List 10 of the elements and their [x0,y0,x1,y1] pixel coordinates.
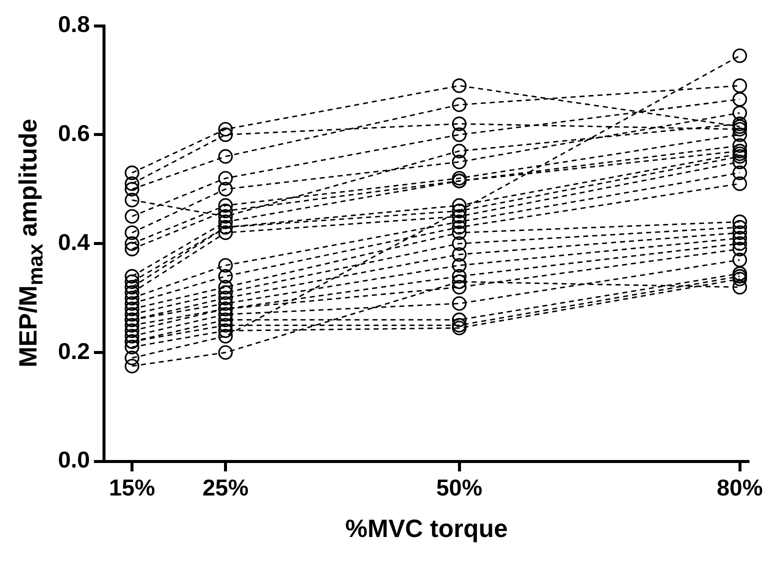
x-tick-label: 80% [716,474,763,501]
y-tick-label: 0.4 [58,228,90,255]
y-tick-label: 0.0 [58,446,90,473]
x-tick-label: 15% [109,474,156,501]
x-tick-label: 50% [436,474,482,501]
y-tick-label: 0.8 [58,11,90,38]
y-tick-label: 0.6 [58,120,90,146]
x-tick-label: 25% [202,474,249,501]
x-axis-title: %MVC torque [345,514,508,543]
y-tick-label: 0.2 [58,338,90,364]
